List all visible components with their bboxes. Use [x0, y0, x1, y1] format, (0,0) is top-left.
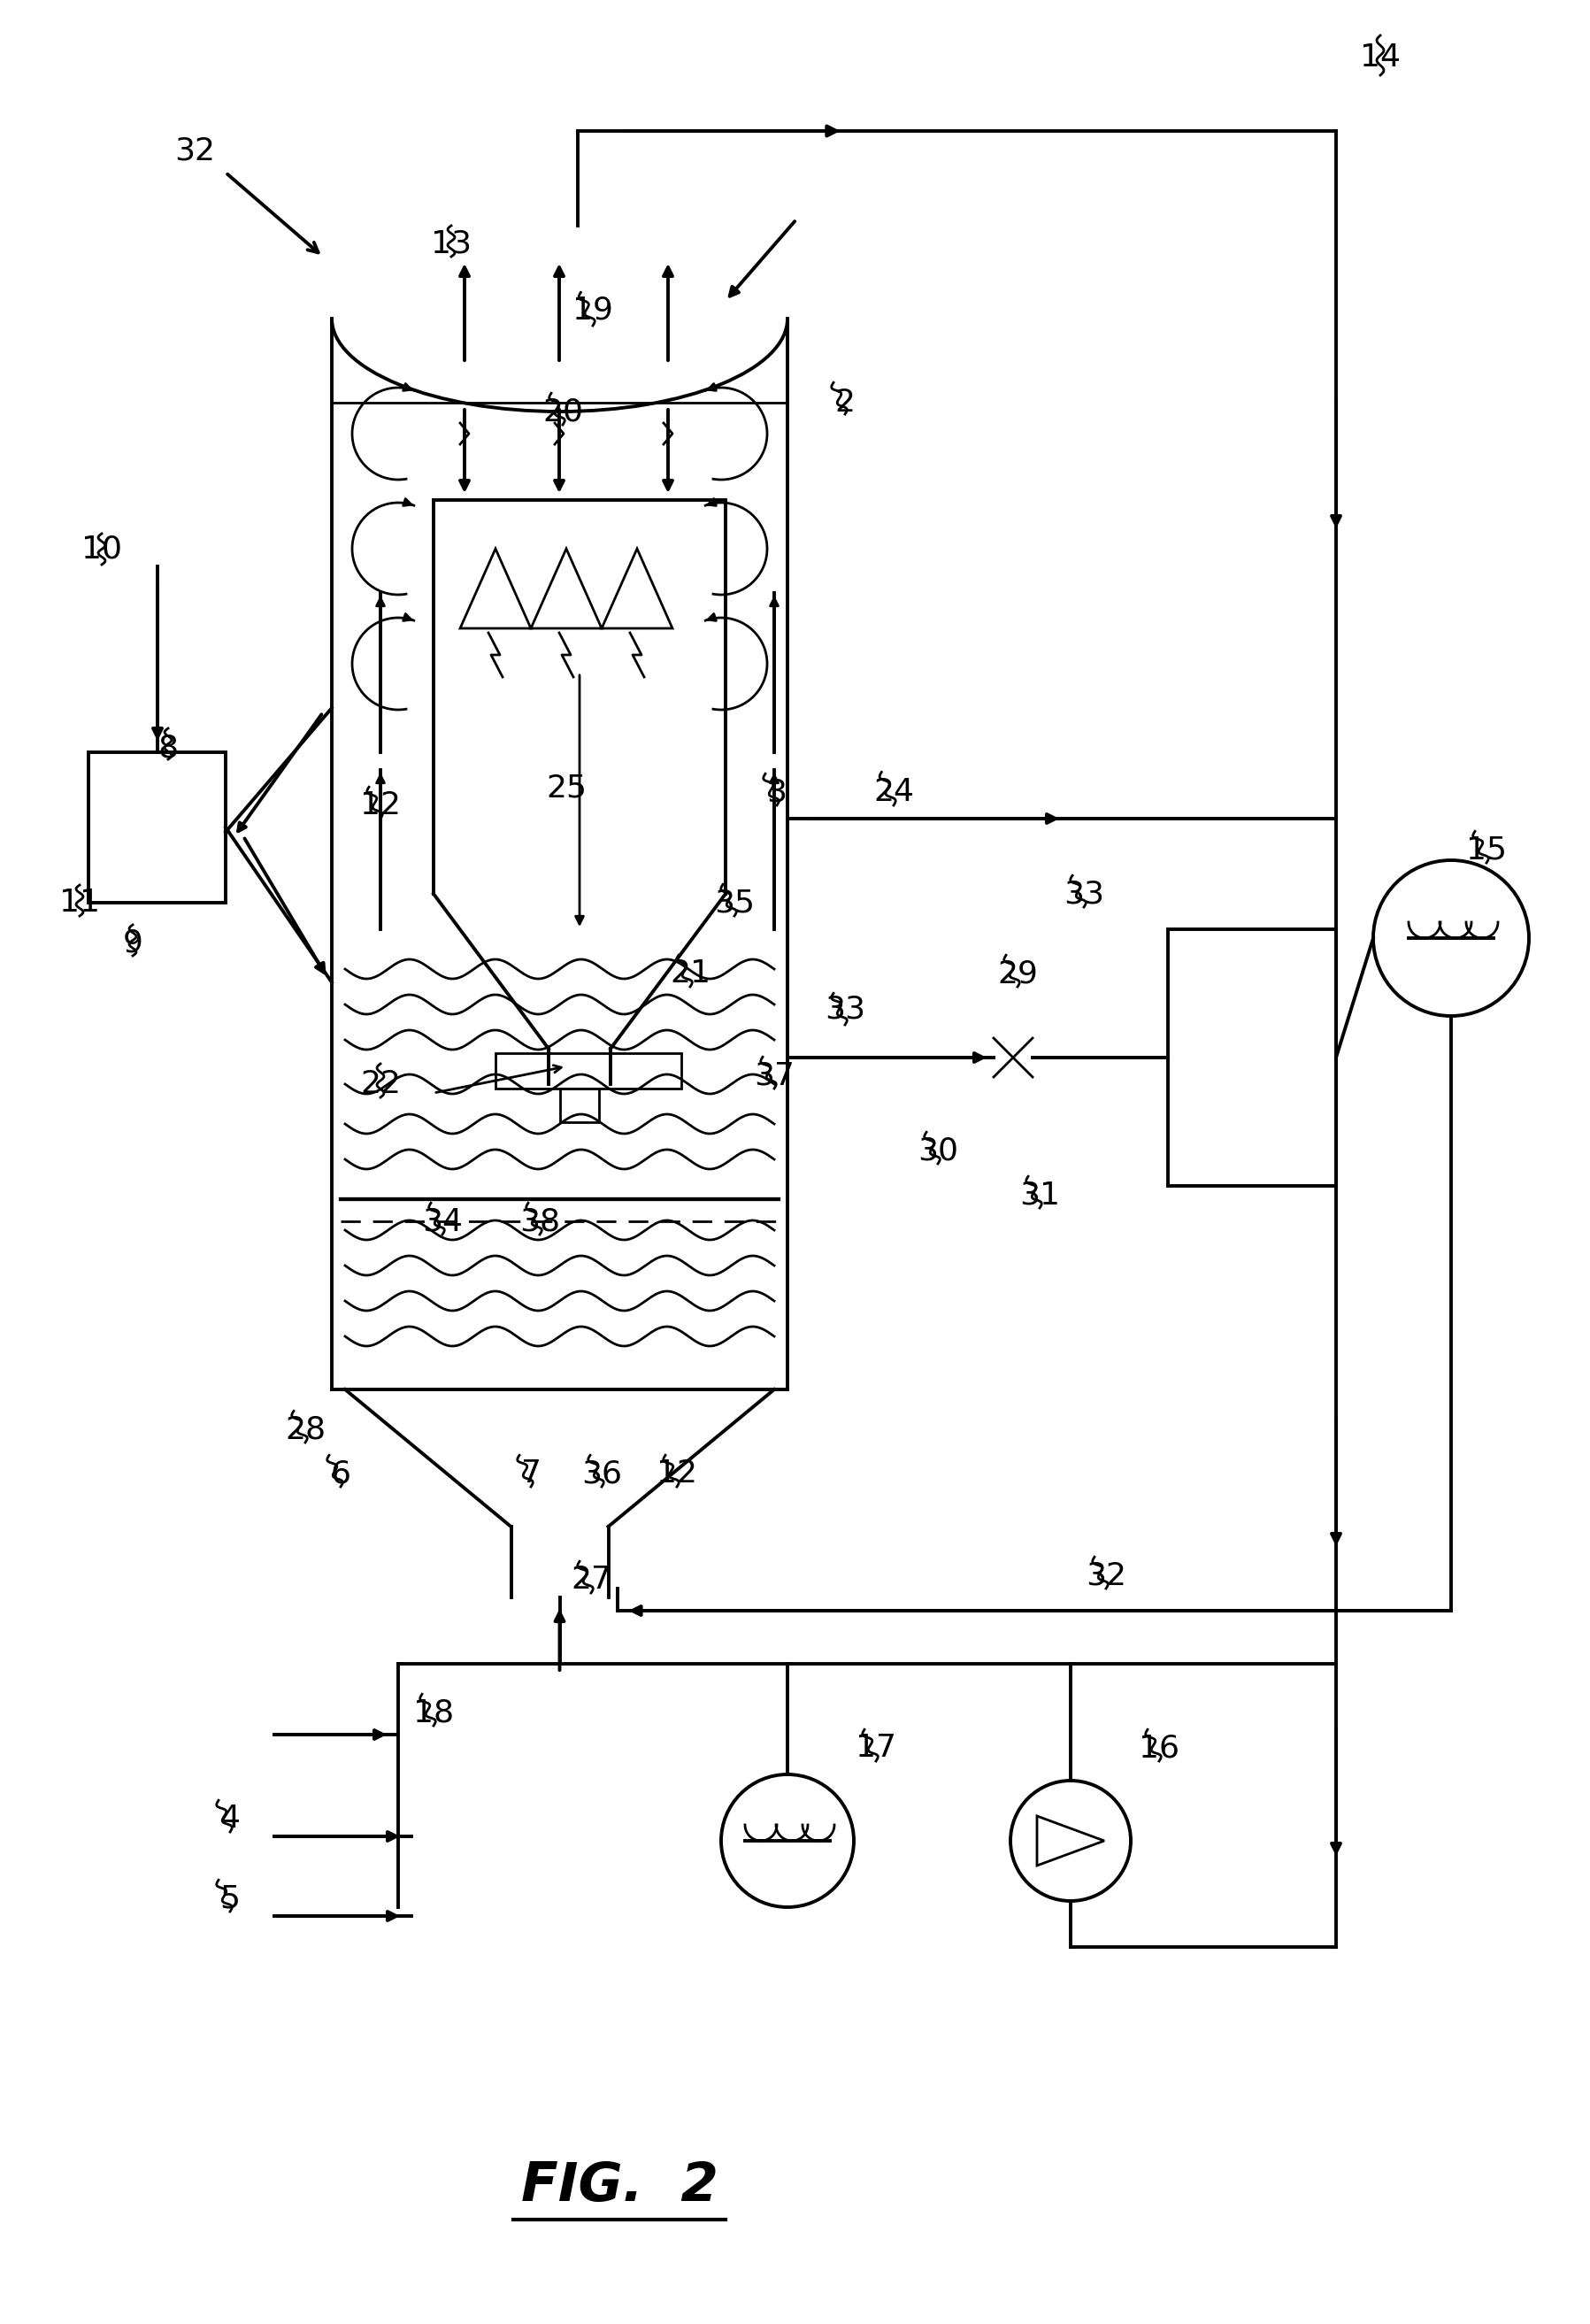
Text: FIG.  2: FIG. 2 — [522, 2159, 719, 2212]
Text: 18: 18 — [413, 1697, 455, 1727]
Text: 33: 33 — [825, 995, 865, 1025]
Text: 21: 21 — [669, 957, 711, 988]
Text: 16: 16 — [1138, 1734, 1180, 1764]
Text: 27: 27 — [571, 1564, 612, 1594]
Text: 9: 9 — [122, 927, 143, 957]
Text: 22: 22 — [359, 1069, 401, 1099]
Text: 17: 17 — [855, 1734, 897, 1764]
Text: 6: 6 — [331, 1459, 351, 1490]
Text: 19: 19 — [572, 295, 614, 325]
Text: 38: 38 — [520, 1206, 560, 1236]
Text: 35: 35 — [714, 888, 755, 918]
Text: 30: 30 — [917, 1136, 959, 1167]
Text: 37: 37 — [754, 1060, 795, 1090]
Text: 7: 7 — [520, 1459, 541, 1490]
Text: 2: 2 — [835, 388, 855, 418]
Text: 25: 25 — [545, 772, 587, 802]
Text: 3: 3 — [766, 776, 787, 806]
Text: 36: 36 — [582, 1459, 622, 1490]
Text: 20: 20 — [542, 397, 584, 428]
Text: 33: 33 — [1064, 878, 1103, 909]
Text: 29: 29 — [997, 957, 1038, 988]
Text: 24: 24 — [873, 776, 914, 806]
Text: 34: 34 — [421, 1206, 463, 1236]
Text: 12: 12 — [657, 1459, 698, 1490]
Bar — [89, 753, 226, 902]
Bar — [496, 1053, 681, 1088]
Text: 28: 28 — [285, 1415, 326, 1443]
Text: 12: 12 — [359, 790, 401, 820]
Text: 32: 32 — [1086, 1559, 1126, 1590]
Text: 5: 5 — [219, 1882, 240, 1913]
Text: 31: 31 — [1019, 1181, 1061, 1211]
Bar — [1169, 930, 1336, 1185]
Text: 15: 15 — [1466, 834, 1507, 865]
Text: 8: 8 — [157, 732, 178, 762]
Bar — [560, 1088, 599, 1122]
Text: 11: 11 — [59, 888, 100, 918]
Text: 10: 10 — [81, 535, 122, 565]
Text: 13: 13 — [431, 228, 472, 258]
Text: 14: 14 — [1359, 42, 1401, 72]
Text: 32: 32 — [175, 135, 215, 165]
Text: 4: 4 — [219, 1803, 240, 1834]
